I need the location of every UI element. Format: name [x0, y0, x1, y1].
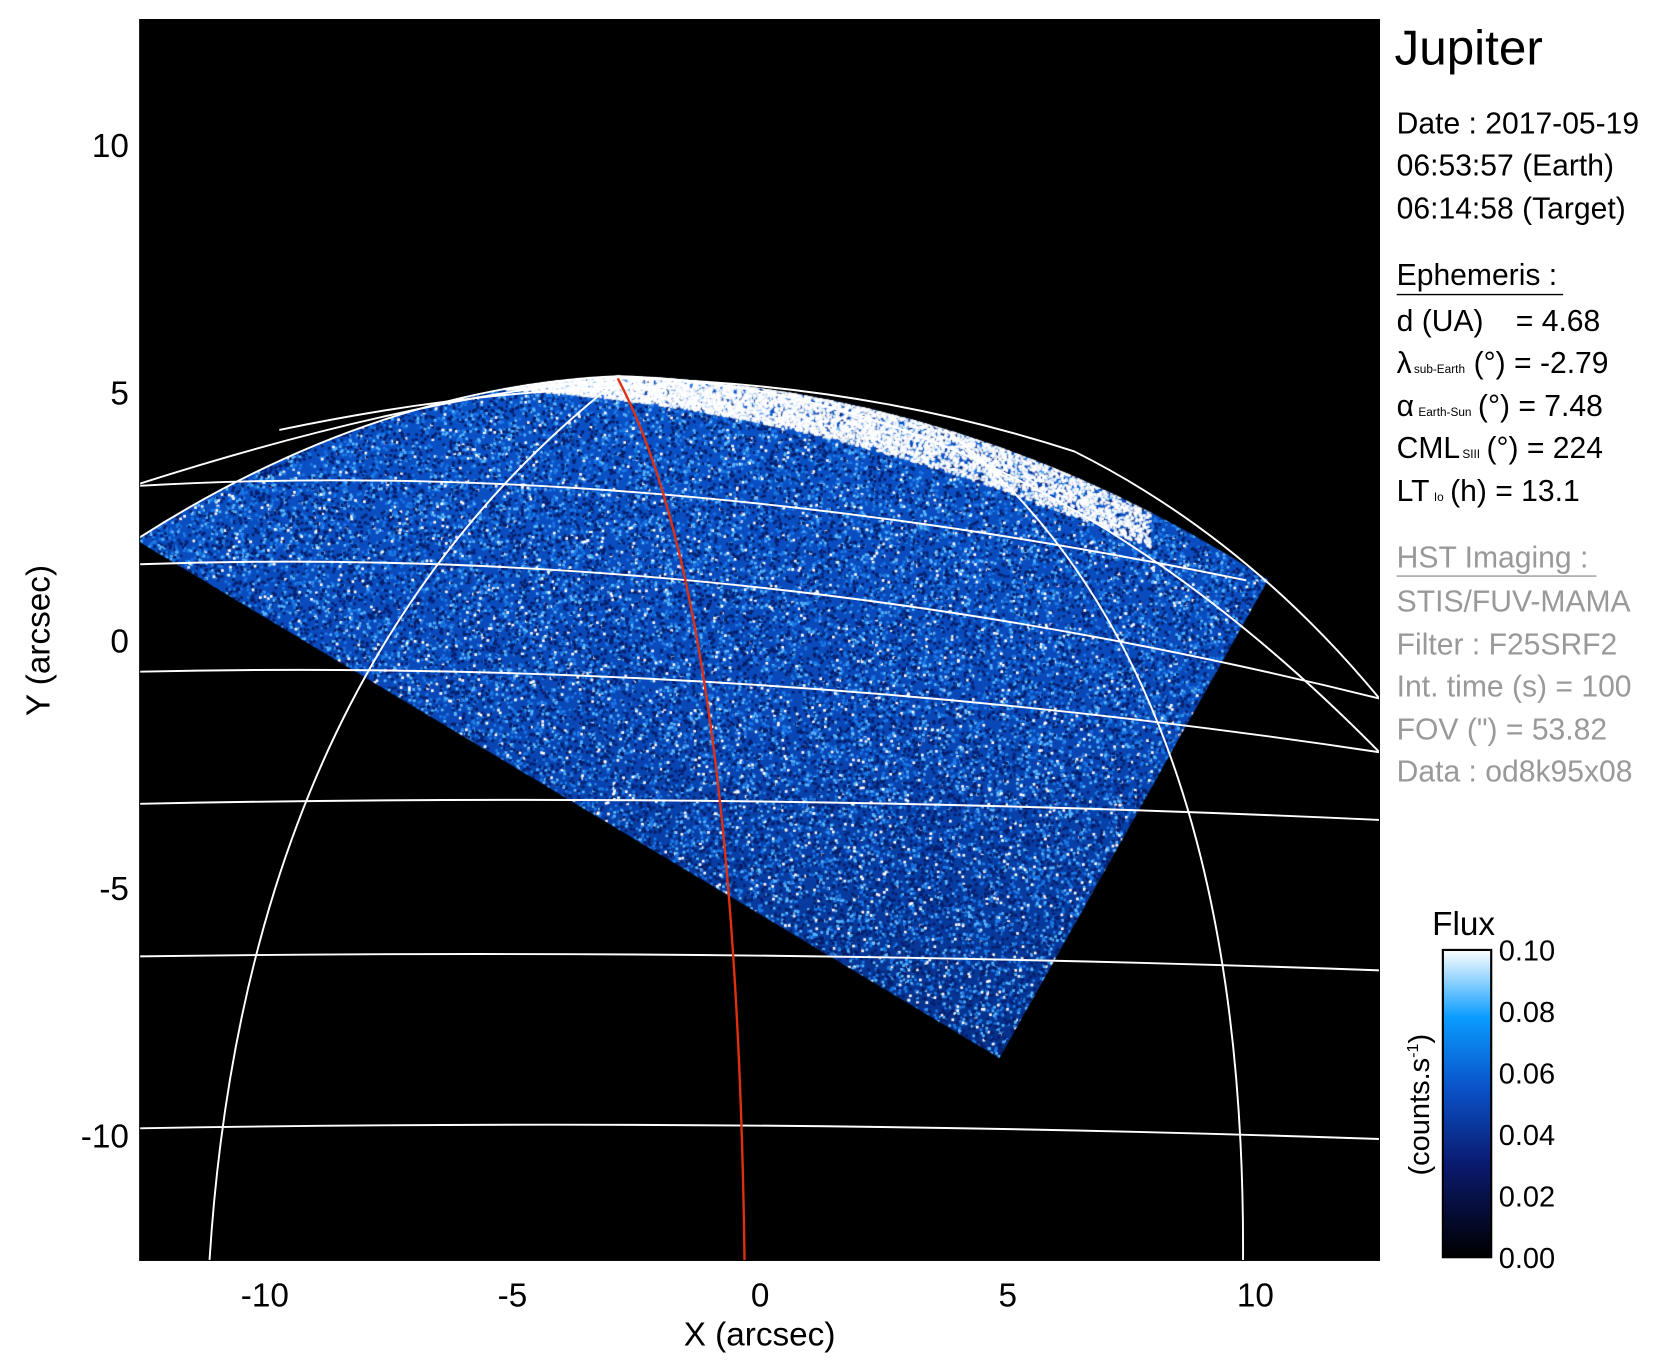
dataset-id: Data : od8k95x08: [1397, 755, 1633, 788]
colorbar-title: Flux: [1432, 906, 1495, 943]
colorbar-tick-label: 0.02: [1499, 1181, 1555, 1213]
colorbar-unit-label: (counts.s-1): [1404, 1034, 1436, 1176]
integration-time: Int. time (s) = 100: [1397, 670, 1632, 703]
distance: d (UA) = 4.68: [1397, 305, 1601, 338]
x-tick-label: 5: [998, 1278, 1017, 1315]
grid-line: [139, 953, 1380, 972]
ephemeris-title: Ephemeris :: [1397, 259, 1557, 292]
time-target: 06:14:58 (Target): [1397, 192, 1626, 225]
x-axis-label: X (arcsec): [684, 1316, 836, 1353]
grid-line: [139, 798, 1380, 821]
grid-line: [139, 560, 1380, 700]
x-tick-label: -5: [498, 1278, 528, 1315]
y-tick-label: 0: [110, 623, 129, 660]
instrument: STIS/FUV-MAMA: [1397, 586, 1631, 619]
colorbar-tick-label: 0.00: [1499, 1243, 1555, 1275]
y-tick-label: 5: [110, 376, 129, 413]
colorbar-tick-label: 0.06: [1499, 1059, 1555, 1091]
field-of-view: FOV (") = 53.82: [1397, 713, 1607, 746]
colorbar-tick-label: 0.10: [1499, 936, 1555, 968]
grid-line: [139, 479, 1247, 582]
y-tick-label: -5: [99, 871, 129, 908]
central-meridian-longitude: CML SIII (°) = 224: [1397, 432, 1603, 465]
colorbar-tick-label: 0.04: [1499, 1120, 1555, 1152]
plot-frame: [139, 19, 1381, 1261]
hst-imaging-title: HST Imaging :: [1397, 541, 1589, 574]
y-tick-label: 10: [92, 128, 129, 165]
phase-angle: α Earth-Sun (°) = 7.48: [1397, 390, 1603, 423]
target-title: Jupiter: [1395, 21, 1543, 76]
sub-earth-latitude: λ sub-Earth (°) = -2.79: [1397, 347, 1609, 380]
central-meridian-line: [616, 377, 746, 1261]
grid-line: [208, 375, 624, 1261]
io-local-time: LT Io (h) = 13.1: [1397, 475, 1580, 508]
info-panel: Jupiter Date : 2017-05-19 06:53:57 (Eart…: [1395, 21, 1640, 789]
x-tick-label: 10: [1237, 1278, 1274, 1315]
y-axis-label: Y (arcsec): [20, 565, 57, 716]
colorbar: Flux 0.10 0.08 0.06 0.04 0.02 0.00 (counts.s-…: [1404, 906, 1555, 1275]
x-tick-label: 0: [751, 1278, 770, 1315]
lat-lon-grid: [139, 375, 1381, 1261]
x-tick-label: -10: [241, 1278, 289, 1315]
time-earth: 06:53:57 (Earth): [1397, 149, 1614, 182]
filter: Filter : F25SRF2: [1397, 628, 1618, 661]
date: Date : 2017-05-19: [1397, 107, 1639, 140]
grid-line: [279, 386, 667, 431]
auroral-image: [140, 19, 1379, 1260]
limb: [139, 375, 1381, 753]
grid-line: [139, 668, 1380, 754]
colorbar-tick-label: 0.08: [1499, 997, 1555, 1029]
grid-line: [139, 377, 1381, 700]
grid-line: [944, 429, 1245, 1261]
colorbar-gradient: [1441, 948, 1493, 1259]
grid-line: [139, 1123, 1380, 1140]
y-tick-label: -10: [81, 1119, 129, 1156]
